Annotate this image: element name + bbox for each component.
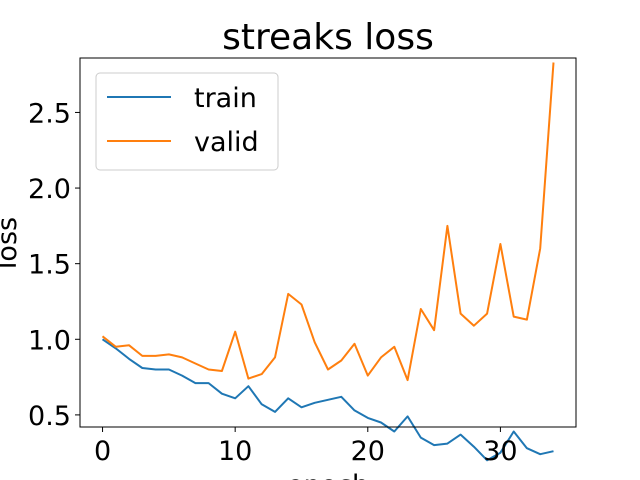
y-axis-label: loss [0, 217, 23, 269]
y-tick-label: 2.0 [28, 174, 71, 205]
x-axis: 0 10 20 30 [94, 427, 518, 467]
x-axis-label: epoch [287, 470, 369, 480]
x-tick-label: 10 [218, 436, 252, 467]
legend: train valid [95, 72, 279, 171]
x-tick-label: 30 [483, 436, 517, 467]
x-tick-label: 0 [94, 436, 111, 467]
plot-frame [79, 57, 577, 428]
chart-title: streaks loss [222, 17, 434, 58]
y-tick-label: 2.5 [28, 98, 71, 129]
y-tick-label: 0.5 [28, 401, 71, 432]
y-tick-label: 1.5 [28, 250, 71, 281]
series-line-valid [101, 62, 555, 382]
y-axis: 0.5 1.0 1.5 2.0 2.5 [28, 98, 80, 432]
legend-label-valid: valid [194, 127, 259, 158]
series-layer [101, 62, 555, 462]
legend-label-train: train [194, 83, 257, 114]
x-tick-label: 20 [351, 436, 385, 467]
y-tick-label: 1.0 [28, 325, 71, 356]
series-line-train [101, 338, 554, 462]
